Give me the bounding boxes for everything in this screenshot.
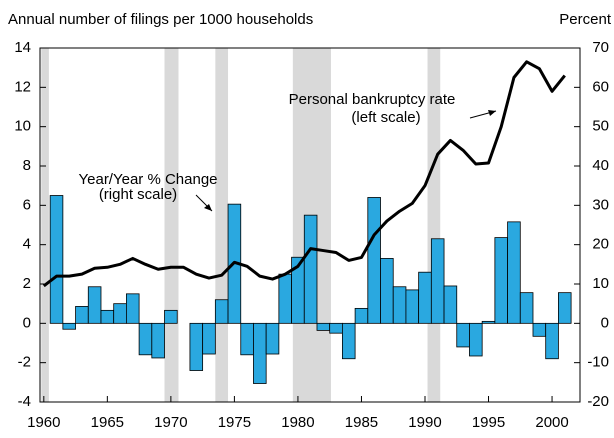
bar <box>469 322 483 357</box>
y-tick-label: 0 <box>23 314 31 331</box>
bar <box>507 221 521 324</box>
y2-tick-label: 30 <box>592 196 609 213</box>
shaded-period <box>215 48 229 402</box>
bar <box>202 322 216 355</box>
x-tick-label: 2000 <box>535 414 568 431</box>
bar <box>430 238 445 324</box>
x-tick-label: 1980 <box>281 414 314 431</box>
y2-tick-label: 60 <box>592 78 609 95</box>
bar <box>87 286 102 324</box>
annotation: (left scale) <box>351 109 420 126</box>
bar <box>367 197 381 324</box>
bar <box>443 285 458 324</box>
annotation: (right scale) <box>99 186 177 203</box>
y-axis-label: Annual number of filings per 1000 househ… <box>8 11 313 28</box>
bar <box>418 271 432 324</box>
bar <box>545 322 559 360</box>
y-tick-label: 8 <box>23 157 31 174</box>
bar <box>75 306 89 324</box>
bar <box>164 309 178 324</box>
annotation: Year/Year % Change <box>79 171 218 188</box>
bar <box>278 273 292 324</box>
bar <box>189 322 204 371</box>
bar <box>151 322 165 359</box>
bar <box>405 289 420 324</box>
bar <box>329 322 343 334</box>
annotation: Personal bankruptcy rate <box>289 91 456 108</box>
y-tick-label: 10 <box>14 118 31 135</box>
bar <box>519 292 534 324</box>
bar <box>126 293 140 324</box>
annotation-arrowhead <box>204 204 212 211</box>
bar <box>481 320 496 324</box>
bar <box>354 307 369 324</box>
bar <box>392 286 407 324</box>
y-tick-label: 4 <box>23 236 31 253</box>
line <box>42 60 566 288</box>
y2-tick-label: -20 <box>587 393 609 410</box>
y-tick-label: 2 <box>23 275 31 292</box>
x-tick-label: 1990 <box>408 414 441 431</box>
plot-frame <box>39 47 581 403</box>
bar <box>316 322 331 331</box>
y2-tick-label: 20 <box>592 236 609 253</box>
bar <box>240 322 254 356</box>
x-tick-label: 1985 <box>345 414 378 431</box>
bar <box>380 258 394 324</box>
x-tick-label: 1970 <box>154 414 187 431</box>
bar <box>214 299 229 324</box>
bar <box>113 303 127 324</box>
x-tick-label: 1995 <box>472 414 505 431</box>
bar <box>456 322 470 348</box>
bar <box>62 322 76 330</box>
shaded-period <box>164 48 179 402</box>
y2-tick-label: 50 <box>592 118 609 135</box>
y-tick-label: -2 <box>18 354 31 371</box>
x-tick-label: 1960 <box>27 414 60 431</box>
y2-tick-label: 0 <box>601 314 609 331</box>
x-tick-label: 1965 <box>91 414 124 431</box>
y2-tick-label: 70 <box>592 39 609 56</box>
shaded-period <box>41 48 49 402</box>
bar <box>341 322 356 360</box>
y-tick-label: 14 <box>14 39 31 56</box>
bar <box>558 292 572 324</box>
y2-axis-label: Percent <box>559 11 612 28</box>
bar <box>253 322 267 384</box>
bar <box>100 309 115 324</box>
y2-tick-label: -10 <box>587 354 609 371</box>
annotation-arrowhead <box>488 110 496 116</box>
y-tick-label: 12 <box>14 78 31 95</box>
bar <box>532 322 547 337</box>
y2-tick-label: 40 <box>592 157 609 174</box>
bar <box>265 322 280 355</box>
bar <box>49 195 64 324</box>
y2-tick-label: 10 <box>592 275 609 292</box>
y-tick-label: -4 <box>18 393 31 410</box>
bar <box>138 322 153 356</box>
x-tick-label: 1975 <box>218 414 251 431</box>
y-tick-label: 6 <box>23 196 31 213</box>
bar <box>303 214 318 324</box>
bar <box>494 237 508 324</box>
